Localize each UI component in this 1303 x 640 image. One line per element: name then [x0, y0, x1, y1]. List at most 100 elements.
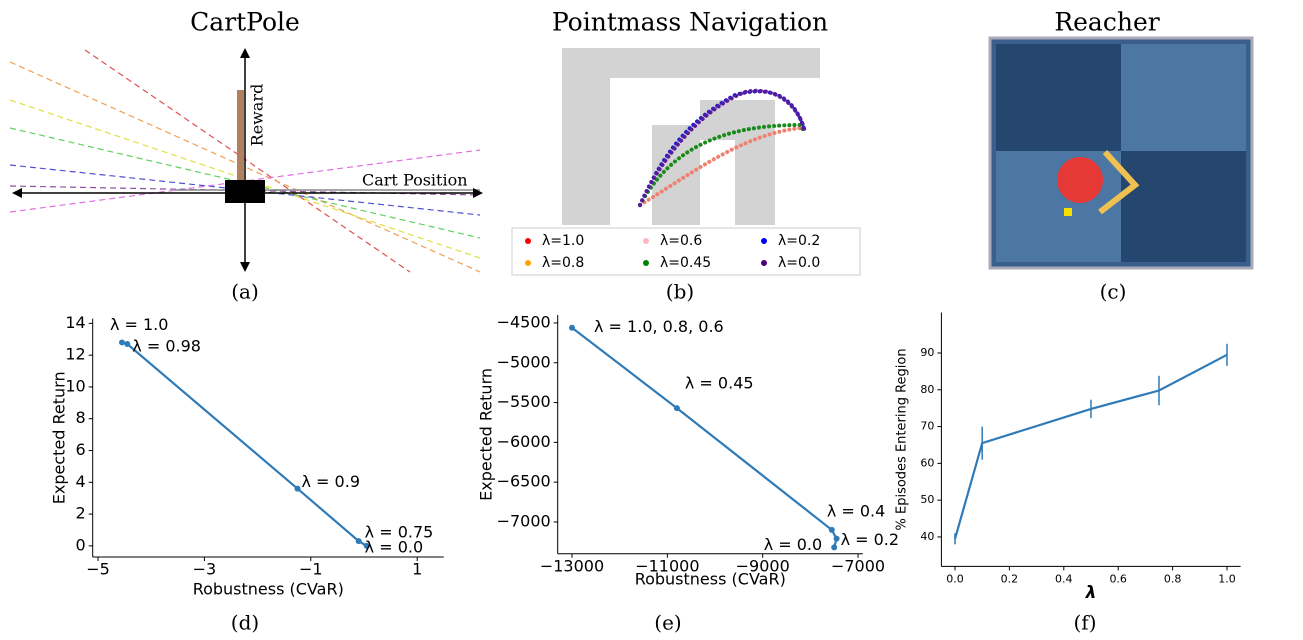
- y-tick-label: −5500: [497, 392, 551, 411]
- point-label: λ = 0.0: [365, 537, 424, 556]
- trajectories: [638, 88, 807, 207]
- x-tick-label: −7000: [831, 556, 885, 575]
- point: [673, 405, 680, 412]
- dashed-line: [84, 49, 411, 273]
- dashed-line: [9, 99, 481, 259]
- point: [294, 485, 301, 492]
- axis-label: Cart Position: [362, 171, 468, 190]
- panel-title: Pointmass Navigation: [552, 8, 828, 37]
- point: [118, 339, 125, 346]
- y-tick-label: 80: [920, 383, 934, 396]
- legend-label: λ=1.0: [542, 233, 584, 249]
- y-tick-label: 0: [76, 535, 86, 554]
- legend-marker: [525, 238, 531, 244]
- arrow-head: [240, 48, 250, 58]
- point: [355, 538, 362, 545]
- y-axis-label: % Episodes Entering Region: [895, 348, 910, 530]
- y-tick-label: 12: [65, 345, 85, 364]
- y-tick-label: 60: [920, 456, 934, 469]
- x-tick-label: 0.4: [1055, 572, 1073, 585]
- line: [571, 326, 838, 548]
- point-label: λ = 0.98: [132, 337, 201, 356]
- legend-marker: [761, 260, 767, 266]
- point-label: λ = 1.0: [110, 315, 169, 334]
- y-tick-label: −4500: [497, 312, 551, 331]
- x-tick-label: −11000: [635, 556, 699, 575]
- legend-label: λ=0.2: [778, 233, 820, 249]
- dashed-line: [9, 61, 481, 273]
- caption: (a): [231, 280, 259, 304]
- point-label: λ = 0.0: [764, 535, 823, 554]
- line: [953, 353, 1228, 540]
- caption: (f): [1073, 611, 1096, 635]
- line: [121, 341, 368, 547]
- point: [831, 544, 838, 551]
- reacher-image: [988, 36, 1254, 270]
- legend-marker: [761, 238, 767, 244]
- y-tick-label: −6000: [497, 432, 551, 451]
- x-tick-label: 1: [412, 560, 422, 579]
- point-label: λ = 0.45: [685, 374, 754, 393]
- y-tick-label: 8: [76, 408, 86, 427]
- caption: (d): [231, 611, 259, 635]
- dashed-line: [9, 149, 481, 213]
- arrow-head: [240, 262, 250, 272]
- legend-label: λ=0.8: [542, 255, 584, 271]
- y-tick-label: −5000: [497, 352, 551, 371]
- point: [828, 526, 835, 533]
- x-axis-label: λ: [1085, 583, 1097, 603]
- caption: (e): [654, 611, 681, 635]
- point: [569, 324, 576, 331]
- y-tick-label: 6: [76, 440, 86, 459]
- x-tick-label: −5: [86, 560, 110, 579]
- x-tick-label: 0.8: [1164, 572, 1182, 585]
- y-axis-label: Expected Return: [477, 368, 496, 501]
- point-label: λ = 1.0, 0.8, 0.6: [594, 317, 724, 336]
- x-axis-label: Robustness (CVaR): [635, 570, 786, 589]
- cart: [225, 180, 265, 203]
- y-tick-label: −7000: [497, 511, 551, 530]
- y-tick-label: 10: [65, 376, 85, 395]
- y-tick-label: 90: [920, 346, 934, 359]
- y-tick-label: 70: [920, 420, 934, 433]
- pole: [237, 90, 244, 185]
- legend-box: [511, 227, 861, 276]
- y-tick-label: 40: [920, 530, 934, 543]
- caption: (b): [666, 280, 694, 304]
- legend: λ=1.0 λ=0.6 λ=0.2 λ=0.8 λ=0.45 λ=0.0: [525, 233, 820, 271]
- legend-label: λ=0.6: [660, 233, 702, 249]
- y-tick-label: 50: [920, 493, 934, 506]
- maze: [562, 48, 820, 225]
- y-axis-label: Expected Return: [50, 371, 69, 504]
- legend-marker: [525, 260, 531, 266]
- arrow-head: [12, 188, 22, 198]
- caption: (c): [1100, 280, 1127, 304]
- point-label: λ = 0.4: [827, 501, 886, 520]
- x-tick-label: −9000: [736, 556, 790, 575]
- x-tick-label: −13000: [540, 556, 604, 575]
- panel-title: Reacher: [1054, 8, 1159, 37]
- x-tick-label: 0.2: [1001, 572, 1019, 585]
- x-tick-label: −1: [299, 560, 323, 579]
- point: [833, 535, 840, 542]
- point-label: λ = 0.75: [365, 523, 434, 542]
- point: [124, 341, 131, 348]
- y-tick-label: 14: [65, 313, 85, 332]
- dashed-line: [9, 164, 481, 216]
- y-tick-label: −6500: [497, 472, 551, 491]
- x-tick-label: 1.0: [1218, 572, 1236, 585]
- x-tick-label: 0.6: [1109, 572, 1127, 585]
- x-tick-label: 0.0: [946, 572, 964, 585]
- legend-marker: [643, 260, 649, 266]
- y-tick-label: 2: [76, 504, 86, 523]
- legend-label: λ=0.45: [660, 255, 711, 271]
- x-tick-label: −3: [193, 560, 217, 579]
- point-label: λ = 0.9: [302, 472, 361, 491]
- point-label: λ = 0.2: [841, 530, 900, 549]
- legend-marker: [643, 238, 649, 244]
- axis-label: Reward: [248, 84, 267, 147]
- x-axis-label: Robustness (CVaR): [193, 580, 344, 599]
- legend-label: λ=0.0: [778, 255, 820, 271]
- arrow-head: [473, 188, 483, 198]
